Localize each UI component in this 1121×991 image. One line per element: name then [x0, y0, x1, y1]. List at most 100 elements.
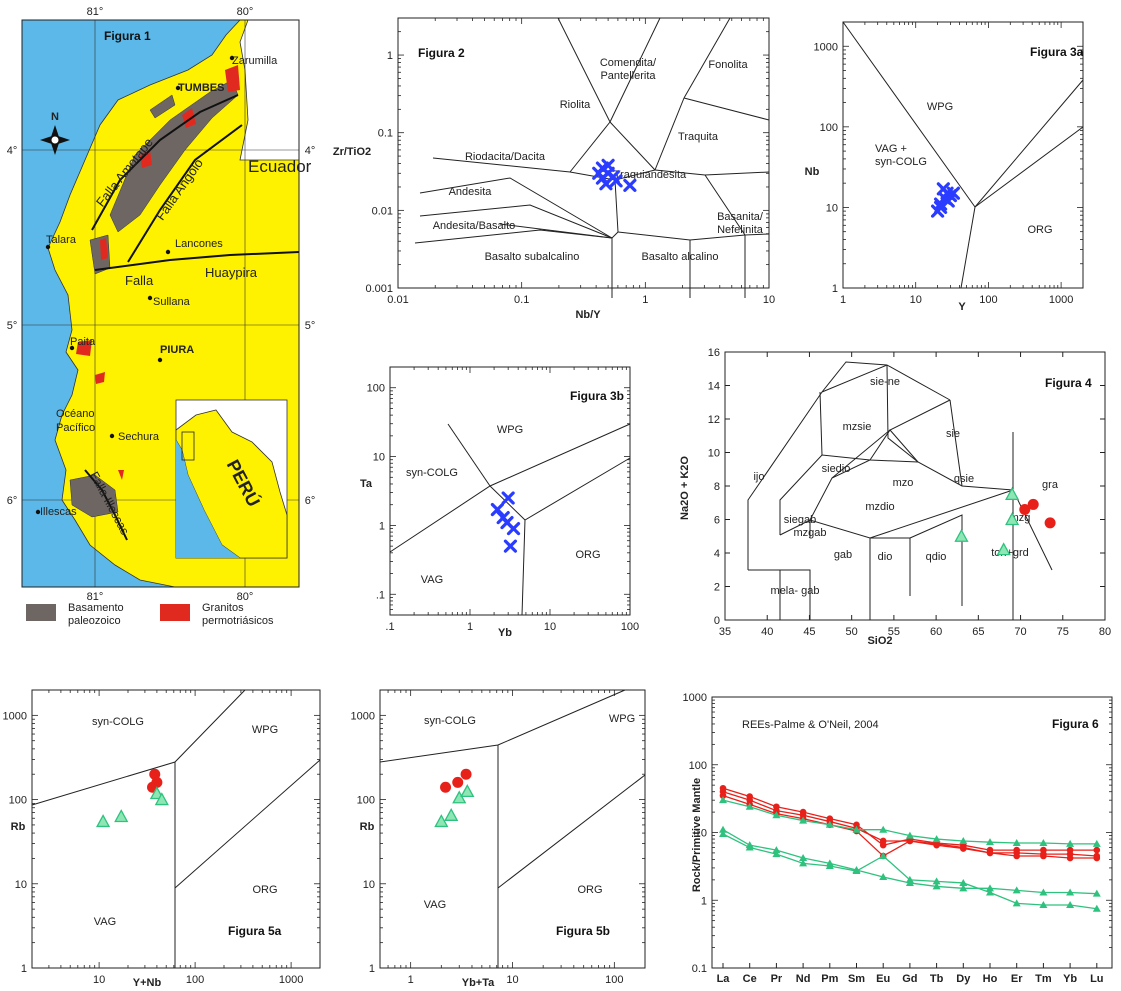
fig6-point: [879, 825, 888, 833]
map-inset: [175, 399, 288, 559]
fig3b-xtick-label: 1: [467, 621, 473, 633]
fig5b-point: [460, 768, 472, 780]
fig6-point: [986, 849, 994, 857]
fig6-point: [1093, 854, 1101, 862]
fig4-ytick-label: 12: [708, 414, 720, 426]
fig6-point: [1093, 846, 1101, 854]
map-top-tick: 80°: [237, 6, 254, 18]
fig4-title: Figura 4: [1045, 376, 1092, 390]
fig6-point: [1012, 899, 1021, 907]
fig6-point: [1092, 904, 1101, 912]
map-right-tick: 6°: [305, 495, 316, 507]
fig6-point: [719, 796, 727, 804]
fig6-point: [879, 837, 887, 845]
fig4-field-label: siedio: [822, 463, 851, 475]
map-place-label: Ecuador: [248, 157, 312, 176]
fig6-point: [960, 845, 967, 852]
fig4-ytick-label: 6: [714, 515, 720, 527]
fig3b-title: Figura 3b: [570, 389, 624, 403]
map-place-label: Sullana: [153, 296, 191, 308]
fig3a-field-label: WPG: [927, 101, 953, 113]
fig3b-xtick-label: 10: [544, 621, 556, 633]
fig6-xtick-label: Ho: [983, 973, 998, 985]
fig6-point: [1013, 852, 1020, 860]
fig6-xtick-label: Dy: [956, 973, 971, 985]
fig3a-xtick-label: 10: [910, 294, 922, 306]
fig6-xtick-label: Er: [1011, 973, 1023, 985]
fig2-field-label: Riodacita/Dacita: [465, 151, 546, 163]
fig4-point: [1005, 512, 1020, 526]
fig2-ytick-label: 0.01: [372, 205, 393, 217]
fig3b-field-lines: [389, 423, 631, 616]
fig3b-xtick-label: .1: [385, 621, 394, 633]
fig4-xlabel: SiO2: [867, 635, 892, 647]
fig2-xtick-label: 1: [642, 294, 648, 306]
fig5b-field-label: syn-COLG: [424, 715, 476, 727]
fig2-xtick-label: 0.01: [387, 294, 408, 306]
fig4-field-lines: [747, 361, 1053, 620]
fig4-ticks: [724, 351, 1106, 621]
fig5a-field-label: WPG: [252, 724, 278, 736]
fig4-point: [1005, 487, 1020, 501]
map-place-dot: [157, 357, 163, 363]
fig5a-field-lines: [31, 689, 321, 968]
fig4-field-label: mzdio: [865, 501, 894, 513]
fig3a-xtick-label: 100: [979, 294, 997, 306]
fig6-point: [772, 846, 781, 854]
map-figure-1: [21, 19, 300, 588]
fig6-point: [1039, 838, 1048, 846]
fig2-field-label: Fonolita: [708, 59, 748, 71]
fig2-field-label: Basalto alcalino: [641, 251, 718, 263]
fig6-xtick-label: Pm: [821, 973, 838, 985]
fig6-point: [1039, 888, 1048, 896]
fig6-point: [799, 854, 808, 862]
fig3a-point: [946, 186, 961, 200]
fig5b-ylabel: Rb: [360, 821, 375, 833]
fig3a-ytick-label: 10: [826, 202, 838, 214]
fig2-xtick-label: 10: [763, 294, 775, 306]
fig3a-xlabel: Y: [958, 301, 966, 313]
map-granites: [76, 65, 240, 480]
compass-icon: [40, 125, 70, 155]
fig3b-ytick-label: .1: [376, 589, 385, 601]
map-place-dot: [35, 509, 41, 515]
figure-3a-chart: 1 10 100 1000 1 10 100 1000 Y Nb Figura 3a WPG VAG +…: [805, 21, 1084, 313]
fig6-point: [986, 838, 994, 846]
fig3a-ytick-label: 1: [832, 283, 838, 295]
fig2-field-lines: [414, 17, 770, 298]
fig6-point: [1066, 888, 1075, 896]
fig4-xtick-label: 40: [761, 626, 773, 638]
fig4-point: [996, 542, 1011, 556]
fig2-title: Figura 2: [418, 46, 465, 60]
fig6-point: [719, 830, 727, 838]
fig2-field-label: Andesita/Basalto: [433, 220, 516, 232]
fig6-point: [1066, 901, 1075, 909]
fig6-xtick-label: Eu: [876, 973, 890, 985]
fig4-field-label: sie: [946, 428, 960, 440]
fig4-field-label: qdio: [926, 551, 947, 563]
fig6-point: [1039, 901, 1048, 909]
map-left-tick: 5°: [7, 320, 18, 332]
fig3a-field-label: ORG: [1027, 224, 1052, 236]
map-top-tick: 81°: [87, 6, 104, 18]
map-fault-label: Falla: [125, 273, 154, 288]
fig3b-ytick-label: 100: [367, 383, 385, 395]
fig3a-xtick-label: 1: [840, 294, 846, 306]
fig4-point: [1027, 498, 1039, 510]
map-right-tick: 5°: [305, 320, 316, 332]
fig6-point: [745, 802, 754, 810]
fig5a-point: [154, 792, 169, 806]
fig6-point: [1012, 886, 1021, 894]
fig6-ytick-label: 0.1: [692, 963, 707, 975]
fig5a-xtick-label: 10: [93, 974, 105, 986]
fig3a-ytick-label: 1000: [814, 41, 838, 53]
fig6-point: [959, 884, 968, 892]
fig4-field-label: mzsie: [843, 421, 872, 433]
figure-3b-chart: .1 1 10 100 .1 1 10 100 Yb Ta Figura 3b WPG syn-COLG…: [360, 366, 639, 639]
map-right-tick: 4°: [305, 145, 316, 157]
fig6-ytick-label: 100: [689, 760, 707, 772]
fig4-field-label: mzgab: [793, 527, 826, 539]
map-place-label: Paita: [70, 336, 96, 348]
fig2-point: [601, 158, 615, 172]
fig6-point: [1092, 839, 1101, 847]
